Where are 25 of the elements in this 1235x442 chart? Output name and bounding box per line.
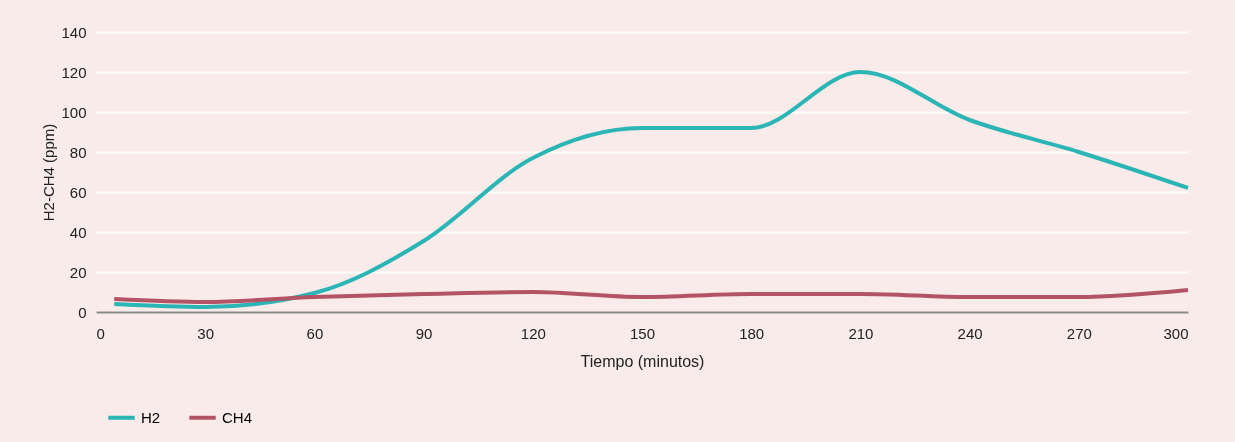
x-tick-label: 270 (1066, 324, 1092, 342)
x-tick-label: 60 (306, 324, 324, 342)
x-tick-label: 30 (197, 324, 215, 342)
x-tick-label: 150 (629, 324, 656, 342)
y-tick-label: 60 (69, 183, 87, 201)
x-tick-label: 180 (739, 324, 765, 342)
legend-label: CH4 (222, 408, 253, 426)
y-tick-label: 80 (69, 143, 87, 161)
x-tick-label: 90 (415, 324, 433, 342)
x-tick-label: 210 (848, 324, 874, 342)
y-tick-label: 20 (69, 263, 87, 281)
x-tick-label: 0 (96, 324, 105, 342)
x-tick-label: 240 (957, 324, 983, 342)
y-axis-title: H2-CH4 (ppm) (40, 123, 58, 222)
x-axis-title: Tiempo (minutos) (580, 352, 705, 370)
legend-label: H2 (141, 408, 161, 426)
y-tick-label: 0 (78, 303, 87, 321)
line-series (112, 288, 1190, 304)
x-tick-label: 120 (520, 324, 546, 342)
x-tick-label: 300 (1163, 324, 1189, 342)
y-tick-label: 40 (69, 223, 87, 241)
y-tick-label: 140 (61, 23, 87, 41)
y-tick-label: 120 (61, 63, 87, 81)
line-series (112, 70, 1190, 309)
y-tick-label: 100 (61, 103, 87, 121)
